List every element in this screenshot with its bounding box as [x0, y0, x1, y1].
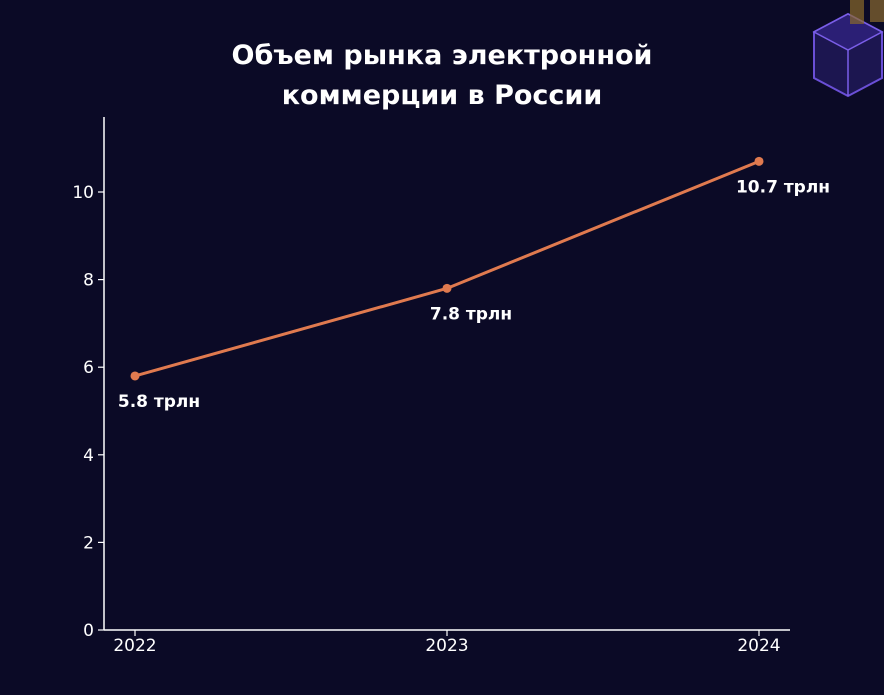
x-tick-label: 2022 — [113, 636, 156, 656]
data-point — [442, 283, 452, 293]
y-tick-label: 4 — [83, 446, 94, 466]
data-label: 10.7 трлн — [736, 177, 830, 197]
chart-title-line-2: коммерции в России — [281, 80, 603, 111]
data-point — [754, 156, 764, 166]
data-point — [130, 371, 140, 381]
x-tick-label: 2024 — [737, 636, 780, 656]
series-line-group — [134, 159, 760, 378]
chart-title-line-1: Объем рынка электронной — [231, 40, 653, 71]
cube-logo-icon — [812, 0, 884, 98]
x-tick-label: 2023 — [425, 636, 468, 656]
x-ticks: 2022 2023 2024 — [113, 630, 781, 656]
data-labels: 5.8 трлн 7.8 трлн 10.7 трлн — [118, 177, 830, 412]
series-line — [134, 159, 760, 378]
data-label: 5.8 трлн — [118, 392, 200, 412]
data-points — [130, 156, 764, 381]
data-label: 7.8 трлн — [430, 304, 512, 324]
y-tick-label: 8 — [83, 271, 94, 291]
y-tick-label: 0 — [83, 621, 94, 641]
y-tick-label: 10 — [72, 183, 94, 203]
y-tick-label: 6 — [83, 358, 94, 378]
chart-title: Объем рынка электронной коммерции в Росс… — [0, 36, 884, 116]
y-tick-label: 2 — [83, 533, 94, 553]
y-ticks: 0 2 4 6 8 10 — [72, 183, 104, 641]
